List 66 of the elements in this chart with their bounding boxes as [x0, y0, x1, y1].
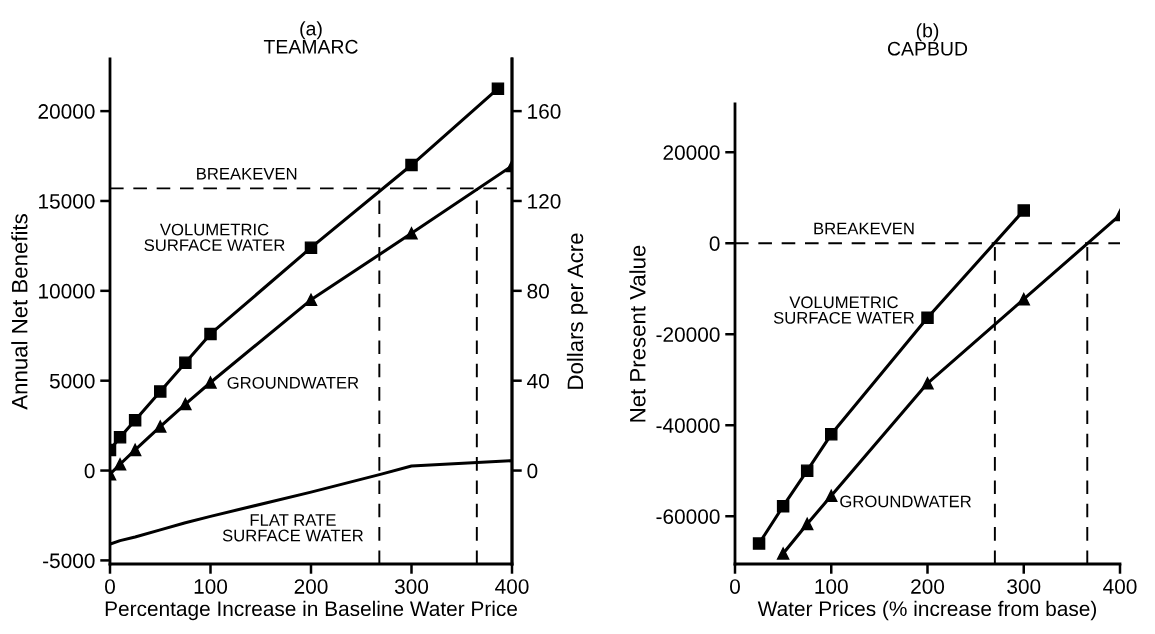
series-label: VOLUMETRIC SURFACE WATER	[773, 296, 915, 324]
y2-tick-label: 80	[527, 283, 549, 299]
y-tick-label: 10000	[39, 283, 95, 299]
point	[405, 158, 418, 172]
x-tick-label: 400	[495, 579, 529, 594]
y-axis-title: Net Present Value	[629, 245, 646, 422]
chart-title: (a) TEAMARC	[263, 21, 358, 54]
x-tick-label: 0	[730, 579, 740, 594]
y-tick-label: 5000	[49, 373, 95, 389]
point	[128, 443, 142, 457]
y-tick-label: -60000	[656, 509, 720, 524]
point	[824, 489, 838, 503]
y-tick-label: -20000	[656, 327, 720, 342]
series-label: FLAT RATE SURFACE WATER	[222, 514, 363, 542]
series-label: VOLUMETRIC SURFACE WATER	[144, 223, 285, 252]
point	[204, 327, 217, 341]
point	[800, 517, 814, 531]
point	[405, 227, 418, 240]
point	[179, 397, 192, 411]
y-axis-title: Annual Net Benefits	[11, 214, 28, 410]
series-label: GROUNDWATER	[840, 495, 971, 508]
y2-tick-label: 0	[527, 463, 538, 479]
point	[113, 458, 127, 471]
point	[921, 377, 934, 390]
y-tick-label: -5000	[43, 553, 95, 569]
x-tick-label: 100	[194, 579, 228, 594]
x-tick-label: 0	[105, 579, 115, 594]
y2-tick-label: 160	[528, 104, 561, 119]
x-tick-label: 300	[394, 579, 429, 594]
y2-tick-label: 40	[527, 373, 549, 389]
chart-title: (b) CAPBUD	[887, 23, 968, 56]
y2-tick-label: 120	[528, 193, 561, 209]
point	[824, 428, 838, 441]
point	[179, 356, 192, 369]
ref-line-label: BREAKEVEN	[197, 167, 297, 180]
x-tick-label: 200	[294, 579, 328, 594]
x-axis-title: Percentage Increase in Baseline Water Price	[105, 600, 517, 621]
y-tick-label: 20000	[663, 145, 720, 160]
x-axis-title: Water Prices (% increase from base)	[757, 600, 1097, 621]
point	[1017, 292, 1031, 306]
x-tick-label: 100	[815, 579, 848, 594]
point	[304, 293, 318, 307]
point	[491, 82, 505, 95]
y2-axis-title: Dollars per Acre	[566, 233, 588, 389]
point	[304, 241, 318, 254]
point	[1017, 204, 1031, 217]
point	[153, 385, 167, 398]
y-tick-label: 0	[709, 236, 720, 251]
y-tick-label: -40000	[656, 418, 720, 433]
y-tick-label: 15000	[39, 193, 95, 209]
point	[921, 311, 934, 325]
point	[776, 547, 790, 560]
y-tick-label: 0	[84, 463, 95, 479]
point	[153, 420, 167, 433]
point	[128, 413, 142, 427]
x-tick-label: 300	[1007, 579, 1041, 594]
x-tick-label: 400	[1103, 579, 1137, 594]
point	[204, 376, 217, 389]
point	[752, 537, 766, 550]
point	[776, 499, 790, 513]
ref-line-label: BREAKEVEN	[814, 222, 914, 235]
y-tick-label: 20000	[38, 104, 95, 119]
series-label: GROUNDWATER	[227, 376, 359, 389]
point	[113, 431, 127, 444]
point	[800, 464, 814, 477]
x-tick-label: 200	[911, 579, 945, 594]
